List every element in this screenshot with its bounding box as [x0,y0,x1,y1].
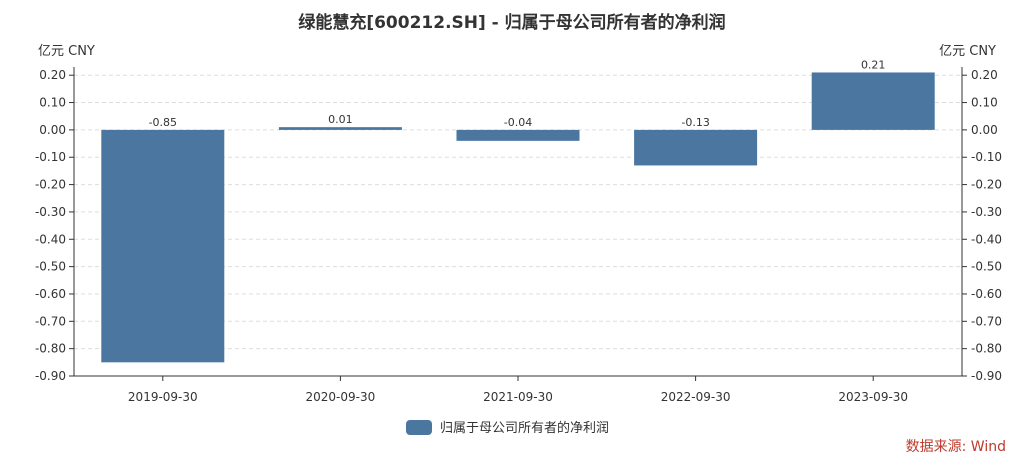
legend-label: 归属于母公司所有者的净利润 [440,420,609,436]
bar [456,129,580,141]
x-tick-label: 2022-09-30 [661,390,731,404]
bar [101,129,225,363]
x-tick-label: 2021-09-30 [483,390,553,404]
y-tick-label-left: -0.20 [35,178,66,192]
y-tick-label-right: -0.60 [971,287,1002,301]
y-tick-label-right: 0.00 [971,123,998,137]
bar [811,72,935,130]
x-tick-label: 2023-09-30 [838,390,908,404]
y-tick-label-right: -0.50 [971,260,1002,274]
data-label: 0.01 [328,113,353,126]
data-labels: -0.85 0.01 -0.04 -0.13 0.21 [149,58,886,128]
y-tick-label-right: -0.40 [971,232,1002,246]
data-source: 数据来源: Wind [905,439,1006,455]
legend[interactable]: 归属于母公司所有者的净利润 [406,420,609,436]
bar [278,127,402,130]
y-tick-label-left: -0.80 [35,342,66,356]
y-tick-label-left: -0.50 [35,260,66,274]
y-tick-label-left: 0.00 [39,123,66,137]
bars [101,72,935,363]
y-tick-label-right: 0.20 [971,68,998,82]
axes: 0.20 0.20 0.10 0.10 0.00 0.00 -0.10 -0.10 -0.20 -… [35,67,1002,404]
y-tick-label-right: -0.20 [971,178,1002,192]
x-tick-label: 2019-09-30 [128,390,198,404]
chart-title: 绿能慧充[600212.SH] - 归属于母公司所有者的净利润 [298,13,726,33]
y-tick-label-left: -0.60 [35,287,66,301]
data-label: -0.04 [504,116,532,129]
legend-swatch [406,420,432,435]
y-tick-label-left: 0.10 [39,96,66,110]
y-tick-label-right: 0.10 [971,96,998,110]
y-tick-label-right: -0.10 [971,150,1002,164]
y-tick-label-left: -0.10 [35,150,66,164]
y-tick-label-left: -0.70 [35,314,66,328]
y-tick-label-right: -0.80 [971,342,1002,356]
data-label: -0.13 [681,116,709,129]
right-axis-unit: 亿元 CNY [939,44,996,59]
y-tick-label-left: -0.30 [35,205,66,219]
data-label: -0.85 [149,116,177,129]
y-tick-label-left: -0.90 [35,369,66,383]
left-axis-unit: 亿元 CNY [38,44,95,59]
y-tick-label-right: -0.90 [971,369,1002,383]
y-tick-label-right: -0.70 [971,314,1002,328]
y-tick-label-left: -0.40 [35,232,66,246]
y-tick-label-left: 0.20 [39,68,66,82]
bar [634,129,758,166]
y-tick-label-right: -0.30 [971,205,1002,219]
data-label: 0.21 [861,58,886,71]
x-tick-label: 2020-09-30 [306,390,376,404]
